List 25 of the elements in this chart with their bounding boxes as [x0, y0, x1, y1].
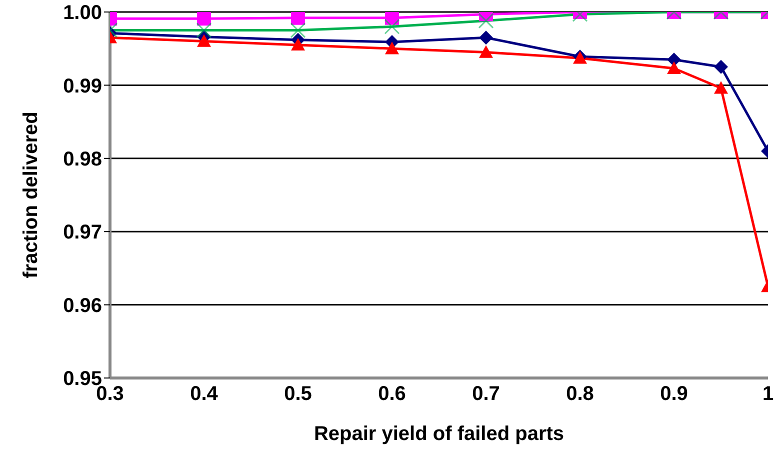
- x-tick-label: 0.7: [472, 383, 500, 406]
- point: [385, 12, 399, 25]
- y-tick-label: 0.99: [63, 75, 102, 98]
- point: [197, 12, 211, 26]
- point: [714, 81, 728, 94]
- y-axis-title: fraction delivered: [20, 112, 42, 278]
- point: [479, 45, 493, 58]
- x-tick-label: 0.9: [660, 383, 688, 406]
- y-tick-label: 0.97: [63, 222, 102, 244]
- point: [385, 42, 399, 54]
- x-axis-title: Repair yield of failed parts: [314, 423, 564, 445]
- x-tick-label: 0.4: [190, 383, 219, 406]
- y-tick-label: 1.00: [63, 2, 102, 24]
- point: [479, 30, 493, 45]
- x-tick-label: 1: [762, 383, 774, 406]
- x-tick-label: 0.5: [284, 383, 312, 406]
- y-tick-label: 0.98: [63, 148, 102, 170]
- point: [291, 12, 305, 25]
- point: [714, 60, 728, 74]
- y-tick-label: 0.96: [63, 294, 102, 317]
- x-tick-label: 0.8: [566, 383, 594, 406]
- point: [291, 38, 305, 51]
- x-tick-label: 0.6: [378, 383, 406, 406]
- point: [197, 34, 211, 47]
- point: [667, 61, 681, 74]
